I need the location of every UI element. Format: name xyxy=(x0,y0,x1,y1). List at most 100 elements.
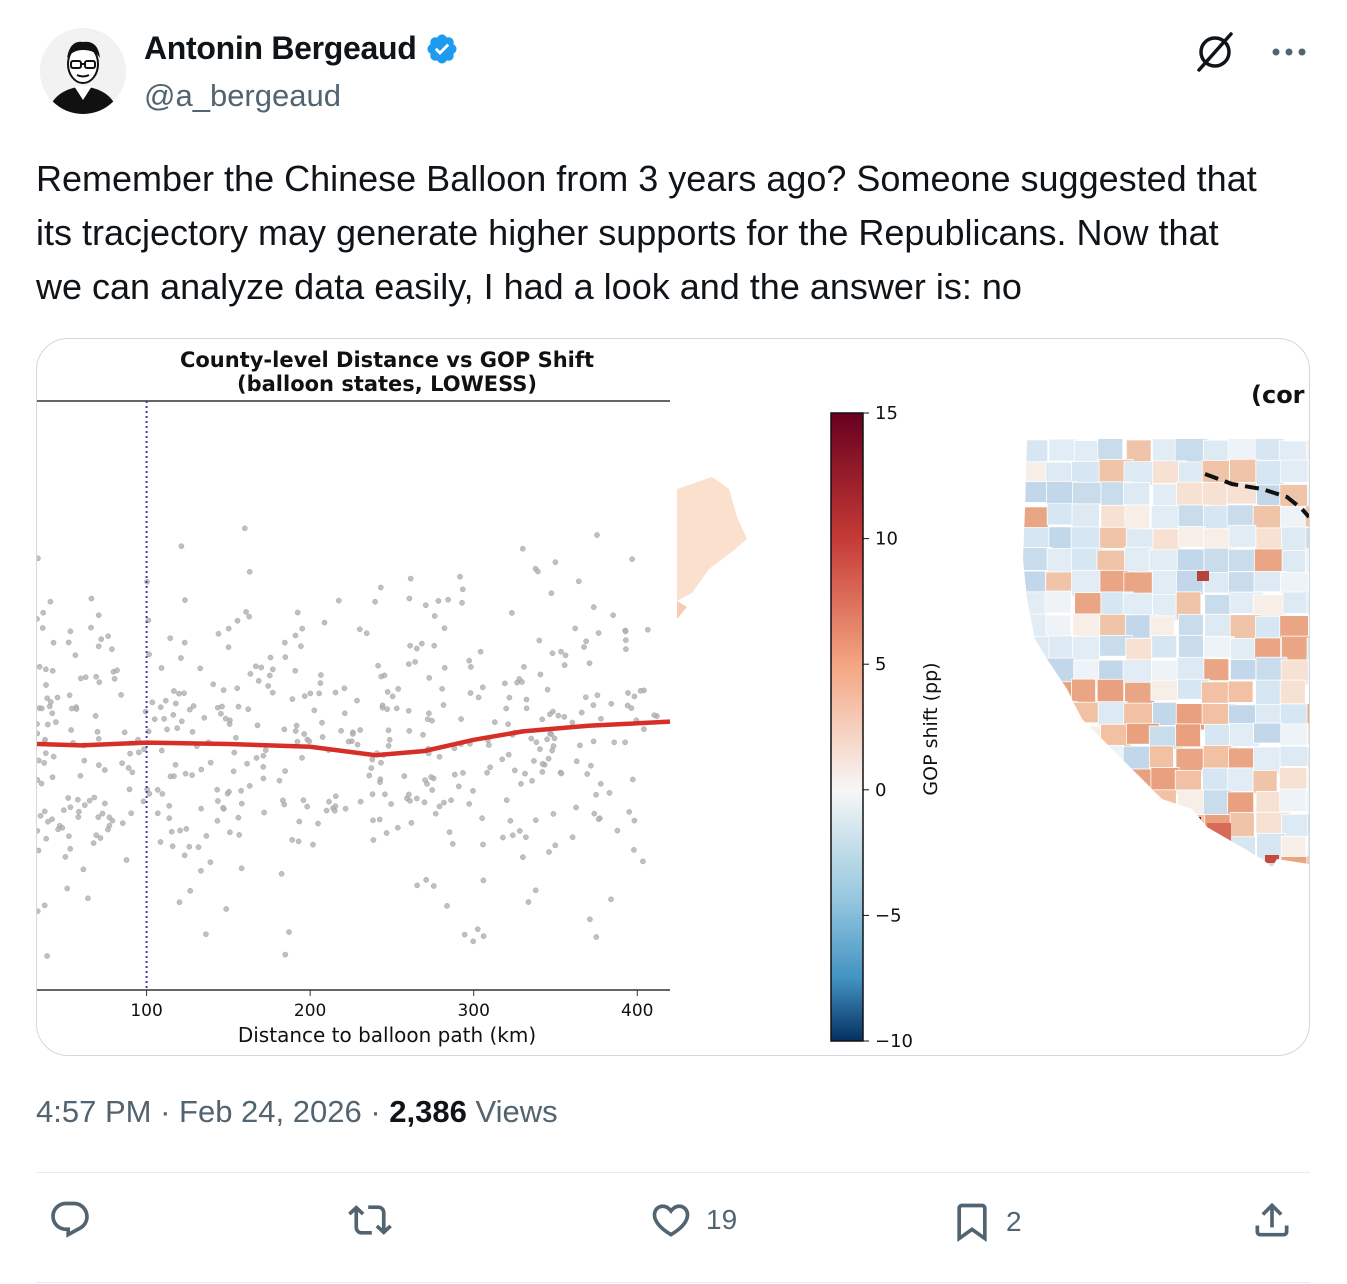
scatter-point xyxy=(547,711,553,718)
scatter-point xyxy=(95,612,102,619)
scatter-point xyxy=(37,721,40,727)
scatter-point xyxy=(561,662,568,668)
tweet-media[interactable]: County-level Distance vs GOP Shift (ball… xyxy=(36,338,1310,1056)
grok-icon[interactable] xyxy=(1193,30,1237,74)
scatter-point xyxy=(294,738,301,745)
scatter-point xyxy=(385,742,392,749)
scatter-point xyxy=(282,768,288,774)
scatter-point xyxy=(214,786,220,793)
scatter-point xyxy=(523,705,530,712)
scatter-point xyxy=(480,841,486,848)
scatter-point xyxy=(384,689,391,695)
scatter-point xyxy=(69,705,75,712)
scatter-point xyxy=(39,625,46,631)
bookmark-button[interactable]: 2 xyxy=(950,1198,1022,1246)
scatter-point xyxy=(421,799,428,806)
scatter-point xyxy=(645,626,651,633)
scatter-point xyxy=(366,772,373,779)
map-county-cell xyxy=(1148,745,1174,769)
scatter-point xyxy=(37,847,42,854)
scatter-point xyxy=(282,654,289,660)
scatter-point xyxy=(258,664,264,671)
scatter-point xyxy=(507,817,514,824)
map-county-cell xyxy=(1229,458,1259,484)
map-county-cell xyxy=(1177,817,1201,833)
tweet-date[interactable]: Feb 24, 2026 xyxy=(179,1094,362,1129)
avatar[interactable] xyxy=(40,28,126,114)
map-county-cell xyxy=(1151,635,1178,659)
like-button[interactable]: 19 xyxy=(648,1198,737,1242)
scatter-point xyxy=(449,841,456,847)
map-county-cell xyxy=(1280,572,1309,596)
scatter-point xyxy=(53,719,59,725)
action-bar: 19 2 xyxy=(36,1198,1310,1262)
scatter-point xyxy=(67,628,74,635)
scatter-point xyxy=(631,693,638,700)
scatter-point xyxy=(64,885,71,892)
repost-button[interactable] xyxy=(346,1198,394,1242)
scatter-point xyxy=(223,906,229,912)
map-county-cell xyxy=(1255,704,1284,727)
scatter-point xyxy=(552,842,559,849)
scatter-point xyxy=(269,689,276,696)
map-fragment-northeast xyxy=(677,477,747,619)
map-county-cell xyxy=(1305,527,1309,552)
scatter-point xyxy=(43,682,49,688)
reply-button[interactable] xyxy=(48,1198,92,1242)
scatter-point xyxy=(75,814,82,820)
map-county-cell xyxy=(1100,813,1136,836)
map-county-cell xyxy=(1023,792,1052,819)
map-county-cell xyxy=(1046,792,1078,816)
scatter-point xyxy=(412,659,418,665)
author-handle[interactable]: @a_bergeaud xyxy=(144,78,341,113)
scatter-point xyxy=(215,798,221,804)
map-county-cell xyxy=(1203,636,1235,659)
map-county-cell xyxy=(1150,836,1180,859)
scatter-point xyxy=(480,933,487,939)
scatter-point xyxy=(428,774,434,780)
scatter-point xyxy=(569,719,576,726)
scatter-point xyxy=(281,639,288,646)
scatter-point xyxy=(345,738,352,745)
scatter-point xyxy=(88,624,94,631)
map-county-cell xyxy=(1306,769,1309,795)
scatter-point xyxy=(207,759,214,766)
scatter-point xyxy=(158,665,165,671)
scatter-point xyxy=(96,679,103,686)
author-name[interactable]: Antonin Bergeaud xyxy=(144,30,459,67)
scatter-point xyxy=(408,820,415,826)
scatter-point xyxy=(37,828,41,834)
scatter-point xyxy=(626,809,633,815)
share-button[interactable] xyxy=(1250,1198,1294,1242)
scatter-point xyxy=(516,828,523,834)
map-county-cell xyxy=(1202,745,1233,770)
colorbar-tick-label: 5 xyxy=(875,654,886,675)
scatter-point xyxy=(43,750,49,757)
scatter-point xyxy=(406,728,413,734)
scatter-point xyxy=(369,791,376,798)
more-icon[interactable] xyxy=(1271,46,1307,58)
scatter-point xyxy=(186,706,193,713)
map-county-cell xyxy=(1197,571,1209,581)
scatter-point xyxy=(203,833,210,839)
scatter-point xyxy=(99,810,106,817)
scatter-point xyxy=(294,609,301,616)
scatter-point xyxy=(475,694,482,701)
scatter-point xyxy=(41,902,48,909)
scatter-point xyxy=(420,731,426,738)
scatter-point xyxy=(549,650,556,657)
map-county-cell xyxy=(1045,614,1072,638)
scatter-point xyxy=(299,754,305,761)
map-county-cell xyxy=(1306,594,1309,616)
scatter-point xyxy=(166,802,172,809)
tweet-time[interactable]: 4:57 PM xyxy=(36,1094,152,1129)
map-county-cell xyxy=(1201,836,1232,864)
scatter-point xyxy=(98,636,104,642)
verified-badge-icon[interactable] xyxy=(425,32,459,66)
map-county-cell xyxy=(1046,701,1079,723)
scatter-point xyxy=(296,818,303,825)
scatter-point xyxy=(591,810,598,817)
scatter-point xyxy=(90,840,97,846)
scatter-point xyxy=(586,660,593,667)
map-county-cell xyxy=(1278,440,1309,463)
